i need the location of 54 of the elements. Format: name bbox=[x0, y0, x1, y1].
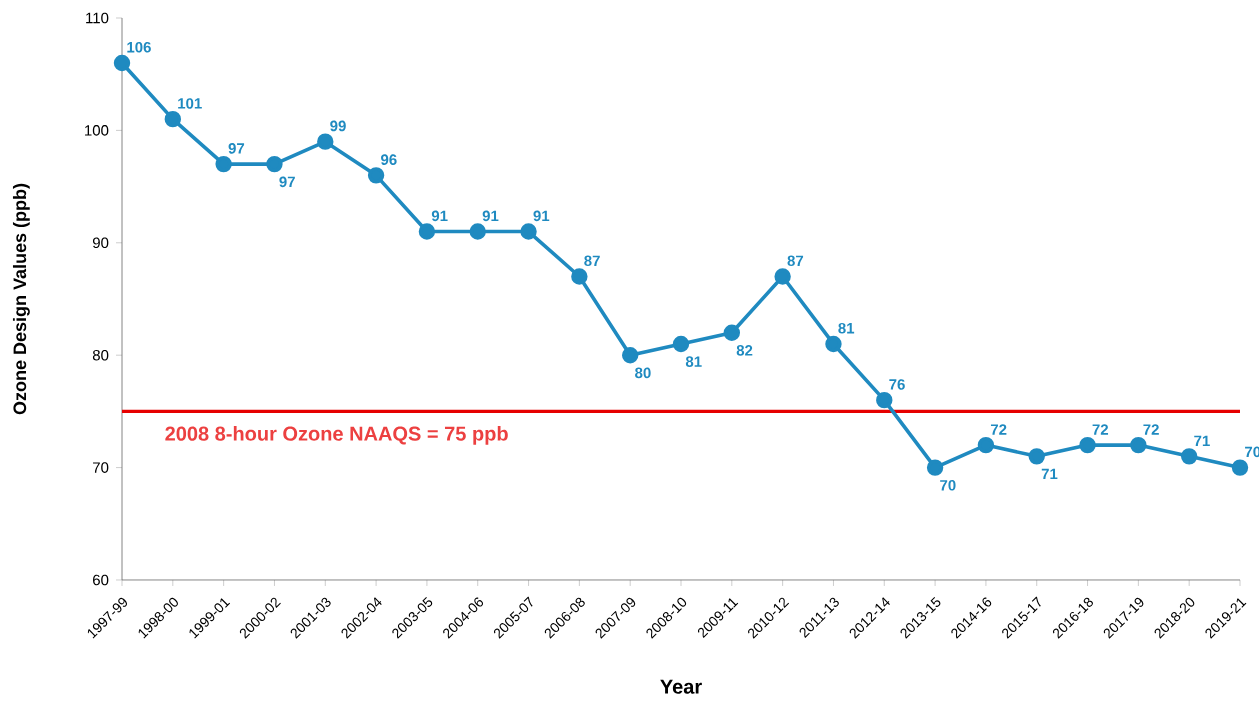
point bbox=[520, 223, 537, 240]
point bbox=[317, 133, 334, 150]
point bbox=[774, 268, 791, 285]
data-label: 71 bbox=[1041, 468, 1058, 480]
point bbox=[367, 167, 385, 184]
point bbox=[215, 155, 232, 173]
point bbox=[876, 391, 893, 409]
point bbox=[672, 335, 690, 353]
point bbox=[977, 436, 995, 454]
point bbox=[1180, 448, 1198, 465]
data-label: 82 bbox=[736, 345, 753, 356]
data-label: 81 bbox=[685, 356, 702, 367]
data-label: 81 bbox=[838, 322, 855, 334]
point bbox=[926, 459, 944, 476]
point bbox=[418, 223, 436, 240]
point bbox=[469, 223, 486, 240]
point bbox=[1130, 436, 1147, 454]
point bbox=[571, 268, 588, 285]
y-tick-label: 100 bbox=[85, 125, 109, 136]
point bbox=[621, 346, 639, 364]
point bbox=[164, 110, 182, 128]
data-label: 72 bbox=[1092, 424, 1109, 435]
data-label: 76 bbox=[889, 379, 905, 390]
y-axis-title: Ozone Design Values (ppb) bbox=[12, 183, 30, 415]
x-axis-title: Year bbox=[660, 679, 702, 694]
point bbox=[1028, 448, 1045, 465]
point bbox=[266, 155, 283, 173]
data-label: 97 bbox=[279, 176, 295, 188]
data-label: 80 bbox=[635, 367, 651, 379]
data-label: 96 bbox=[381, 154, 397, 165]
data-label: 70 bbox=[940, 479, 956, 491]
y-tick-label: 80 bbox=[92, 349, 109, 361]
point bbox=[113, 54, 131, 72]
data-label: 72 bbox=[1143, 424, 1159, 435]
data-label: 91 bbox=[533, 210, 550, 222]
point bbox=[825, 335, 842, 353]
data-label: 91 bbox=[431, 210, 448, 222]
data-label: 97 bbox=[228, 143, 245, 154]
data-label: 72 bbox=[990, 424, 1007, 435]
y-tick-label: 90 bbox=[92, 237, 109, 249]
y-tick-label: 60 bbox=[93, 574, 109, 586]
data-label: 106 bbox=[127, 41, 151, 53]
data-label: 71 bbox=[1194, 435, 1210, 446]
point bbox=[723, 324, 741, 341]
point bbox=[1079, 436, 1096, 454]
data-label: 87 bbox=[584, 255, 600, 267]
data-label: 91 bbox=[482, 210, 499, 222]
y-tick-label: 70 bbox=[93, 462, 109, 473]
data-label: 101 bbox=[178, 98, 202, 109]
ref-line-label: 2008 8-hour Ozone NAAQS = 75 ppb bbox=[165, 426, 508, 445]
y-tick-label: 110 bbox=[86, 12, 109, 24]
data-label: 87 bbox=[787, 255, 804, 267]
point bbox=[1231, 459, 1249, 476]
data-label: 99 bbox=[330, 120, 346, 132]
